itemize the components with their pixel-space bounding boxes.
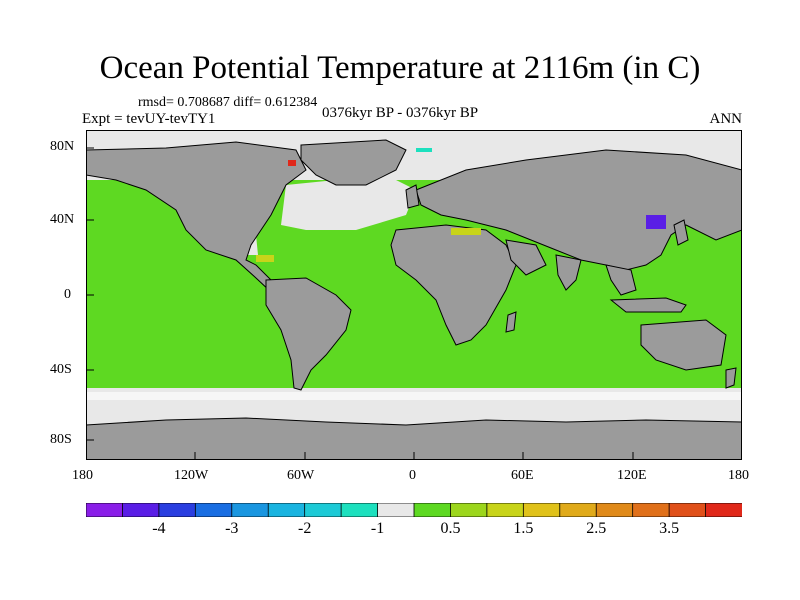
colorbar-swatch <box>304 503 343 517</box>
colorbar-swatch <box>559 503 598 517</box>
colorbar-swatch <box>194 503 233 517</box>
season-label: ANN <box>709 111 743 127</box>
lon-tick-180w: 180 <box>72 468 93 483</box>
anomaly-north-atlantic <box>288 160 296 166</box>
colorbar-tick-label: 3.5 <box>659 520 680 537</box>
lat-tick-40n: 40N <box>50 212 75 227</box>
period-label: 0376kyr BP - 0376kyr BP <box>322 105 479 121</box>
anomaly-mediterranean <box>451 228 481 235</box>
colorbar-swatch <box>595 503 634 517</box>
colorbar-swatch <box>705 503 742 517</box>
colorbar-tick-label: 1.5 <box>513 520 534 537</box>
colorbar-swatch <box>668 503 707 517</box>
colorbar-swatch <box>158 503 197 517</box>
colorbar-swatch <box>377 503 415 517</box>
lat-tick-80s: 80S <box>50 432 72 447</box>
colorbar-tick-label: -3 <box>225 520 239 537</box>
colorbar-swatch <box>413 503 452 517</box>
southern-ocean-band <box>86 392 742 400</box>
colorbar-tick-label: 0.5 <box>440 520 461 537</box>
lon-tick-60w: 60W <box>287 468 315 483</box>
lon-tick-180e: 180 <box>728 468 749 483</box>
lon-tick-120e: 120E <box>617 468 647 483</box>
lat-tick-40s: 40S <box>50 362 72 377</box>
axis-ticks <box>86 147 634 460</box>
world-map <box>86 130 742 460</box>
colorbar-swatch <box>340 503 379 517</box>
colorbar-tick-label: 2.5 <box>586 520 607 537</box>
colorbar-swatch <box>86 503 124 517</box>
stats-text: rmsd= 0.708687 diff= 0.612384 <box>138 95 318 110</box>
colorbar-tick-label: -4 <box>152 520 166 537</box>
color-scale-bar <box>86 503 742 517</box>
colorbar-swatch <box>486 503 525 517</box>
anomaly-northwest-pacific <box>646 215 666 229</box>
land-masses <box>86 139 742 460</box>
colorbar-tick-label: -2 <box>297 520 312 537</box>
lon-tick-120w: 120W <box>174 468 209 483</box>
lon-tick-0: 0 <box>409 468 416 483</box>
lat-tick-0: 0 <box>64 287 71 302</box>
colorbar-swatch <box>122 503 160 517</box>
lat-tick-80n: 80N <box>50 139 75 154</box>
colorbar-swatch <box>450 503 488 517</box>
colorbar-swatch <box>267 503 306 517</box>
colorbar-tick-label: -1 <box>370 520 385 537</box>
anomaly-caribbean <box>256 255 274 262</box>
colorbar-swatch <box>522 503 561 517</box>
colorbar-swatch <box>632 503 671 517</box>
map-panel <box>86 130 742 460</box>
map-title: Ocean Potential Temperature at 2116m (in… <box>99 50 701 86</box>
anomaly-nordic-seas <box>416 148 432 152</box>
colorbar-swatch <box>231 503 270 517</box>
lon-tick-60e: 60E <box>511 468 534 483</box>
experiment-label: Expt = tevUY-tevTY1 <box>82 111 216 127</box>
